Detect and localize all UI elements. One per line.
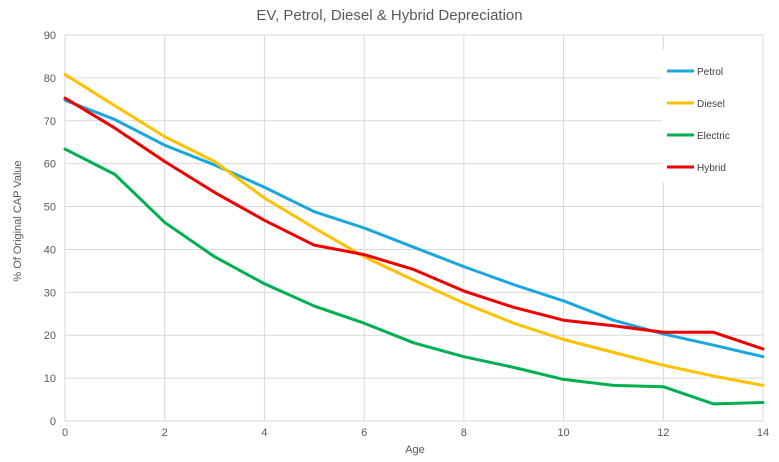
x-tick-label: 4 [261,427,267,439]
legend-label: Hybrid [697,163,726,174]
legend: Petrol Diesel Electric Hybrid [662,50,762,182]
x-tick-label: 12 [657,427,669,439]
y-tick-label: 70 [44,116,56,128]
y-tick-label: 0 [50,416,56,428]
legend-label: Petrol [697,67,723,78]
y-tick-label: 90 [44,30,56,42]
x-tick-label: 6 [361,427,367,439]
series-line-diesel [63,72,765,387]
y-tick-label: 20 [44,330,56,342]
x-tick-label: 14 [757,427,769,439]
series-line-electric [63,147,765,406]
x-tick-label: 8 [461,427,467,439]
x-tick-label: 0 [62,427,68,439]
legend-label: Diesel [697,99,725,110]
legend-label: Electric [697,131,730,142]
legend-item-hybrid: Hybrid [667,163,726,174]
y-tick-label: 10 [44,373,56,385]
y-tick-label: 60 [44,159,56,171]
y-tick-label: 80 [44,73,56,85]
legend-item-petrol: Petrol [667,67,723,78]
x-axis-label: Age [405,444,425,456]
legend-item-diesel: Diesel [667,99,725,110]
y-tick-label: 30 [44,287,56,299]
series-line-hybrid [63,96,765,351]
y-tick-label: 50 [44,202,56,214]
x-tick-label: 10 [557,427,569,439]
y-tick-label: 40 [44,244,56,256]
y-axis-label: % Of Original CAP Value [12,160,24,282]
legend-item-electric: Electric [667,131,730,142]
chart-title: EV, Petrol, Diesel & Hybrid Depreciation [256,7,523,24]
x-tick-label: 2 [162,427,168,439]
